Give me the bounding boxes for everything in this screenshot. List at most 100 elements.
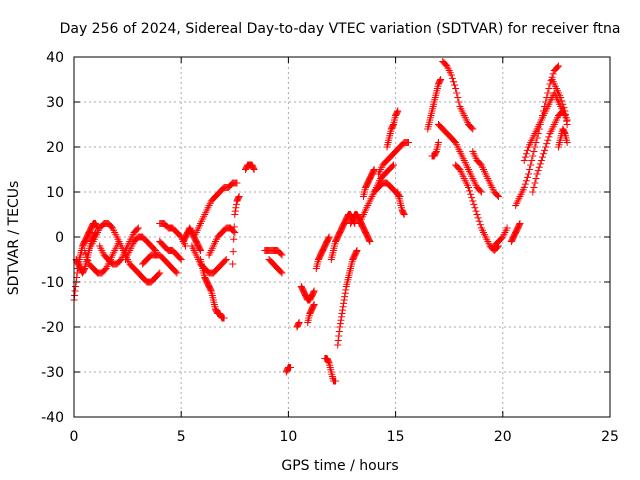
y-tick-label: -20 xyxy=(41,320,64,336)
data-point-marker xyxy=(503,224,511,232)
data-point-marker xyxy=(366,238,374,245)
data-point-marker xyxy=(468,124,476,132)
data-point-marker xyxy=(436,77,444,85)
data-point-marker xyxy=(529,152,537,160)
data-point-marker xyxy=(470,200,478,208)
data-point-marker xyxy=(181,242,189,250)
data-point-marker xyxy=(469,125,477,133)
y-tick-label: -30 xyxy=(41,365,64,381)
data-point-marker xyxy=(334,341,342,349)
y-tick-label: 40 xyxy=(46,50,64,66)
data-point-marker xyxy=(84,257,92,265)
data-point-marker xyxy=(467,190,475,198)
data-point-marker xyxy=(553,63,561,71)
data-point-marker xyxy=(527,161,535,169)
data-point-marker xyxy=(229,260,237,268)
data-point-marker xyxy=(404,139,412,146)
data-point-marker xyxy=(454,94,462,101)
data-point-marker xyxy=(196,247,204,254)
data-point-marker xyxy=(295,319,303,326)
data-point-marker xyxy=(335,332,343,340)
data-point-marker xyxy=(310,302,318,310)
data-point-marker xyxy=(235,194,243,202)
data-point-marker xyxy=(232,200,240,208)
data-point-marker xyxy=(525,170,533,178)
data-point-marker xyxy=(400,211,408,218)
data-point-marker xyxy=(340,299,348,307)
data-point-marker xyxy=(468,194,476,202)
data-point-marker xyxy=(537,157,545,164)
data-point-marker xyxy=(230,227,238,235)
data-point-marker xyxy=(220,314,228,322)
data-point-marker xyxy=(521,180,529,188)
data-point-marker xyxy=(250,166,258,173)
data-point-marker xyxy=(336,320,344,328)
data-point-marker xyxy=(134,224,142,232)
data-point-marker xyxy=(558,97,566,105)
x-axis-label: GPS time / hours xyxy=(281,458,398,474)
data-point-marker xyxy=(222,256,230,263)
data-point-marker xyxy=(452,85,460,92)
data-point-marker xyxy=(339,303,347,311)
data-point-marker xyxy=(543,140,551,148)
y-axis-label: SDTVAR / TECUs xyxy=(6,181,22,296)
data-point-marker xyxy=(173,269,181,277)
data-point-marker xyxy=(533,170,541,178)
data-point-marker xyxy=(538,153,546,161)
x-tick-label: 15 xyxy=(387,429,405,445)
data-point-marker xyxy=(495,193,503,200)
data-point-marker xyxy=(515,221,523,229)
data-point-marker xyxy=(530,184,538,191)
data-point-marker xyxy=(563,121,571,128)
data-point-marker xyxy=(472,207,480,215)
data-point-marker xyxy=(534,167,542,175)
data-point-marker xyxy=(531,179,539,187)
data-point-marker xyxy=(277,268,285,276)
data-point-marker xyxy=(520,157,528,164)
data-point-marker xyxy=(455,98,463,106)
data-point-marker xyxy=(155,270,163,278)
data-point-marker xyxy=(277,250,285,258)
data-point-marker xyxy=(230,235,238,243)
data-point-marker xyxy=(544,89,552,97)
data-point-marker xyxy=(342,286,350,294)
data-point-marker xyxy=(545,85,553,92)
data-point-marker xyxy=(176,254,184,262)
data-point-marker xyxy=(172,268,180,276)
data-point-marker xyxy=(340,296,348,304)
data-point-marker xyxy=(370,167,378,175)
data-point-marker xyxy=(339,306,347,314)
data-point-marker xyxy=(287,364,295,371)
data-point-marker xyxy=(526,166,534,173)
data-point-marker xyxy=(464,184,472,191)
data-point-marker xyxy=(72,283,80,290)
data-point-marker xyxy=(562,110,570,118)
y-tick-label: 20 xyxy=(46,140,64,156)
data-point-marker xyxy=(466,187,474,195)
grid-lines xyxy=(74,57,610,417)
data-point-marker xyxy=(560,104,568,112)
data-point-marker xyxy=(393,108,401,116)
data-points xyxy=(70,58,571,385)
data-point-marker xyxy=(448,74,456,82)
data-point-marker xyxy=(544,136,552,144)
chart-title: Day 256 of 2024, Sidereal Day-to-day VTE… xyxy=(60,21,621,37)
data-point-marker xyxy=(365,236,373,244)
data-point-marker xyxy=(447,71,455,79)
data-point-marker xyxy=(388,162,396,170)
data-point-marker xyxy=(449,78,457,86)
data-point-marker xyxy=(278,251,286,259)
data-point-marker xyxy=(334,337,342,344)
data-point-marker xyxy=(370,166,378,173)
data-point-marker xyxy=(156,269,164,277)
x-tick-label: 20 xyxy=(494,429,512,445)
data-point-marker xyxy=(231,229,239,236)
data-point-marker xyxy=(196,245,204,253)
data-point-marker xyxy=(400,209,408,217)
data-point-marker xyxy=(389,161,397,169)
data-point-marker xyxy=(453,89,461,97)
data-point-marker xyxy=(520,184,528,191)
data-point-marker xyxy=(523,146,531,154)
data-point-marker xyxy=(473,211,481,218)
data-point-marker xyxy=(81,247,89,254)
